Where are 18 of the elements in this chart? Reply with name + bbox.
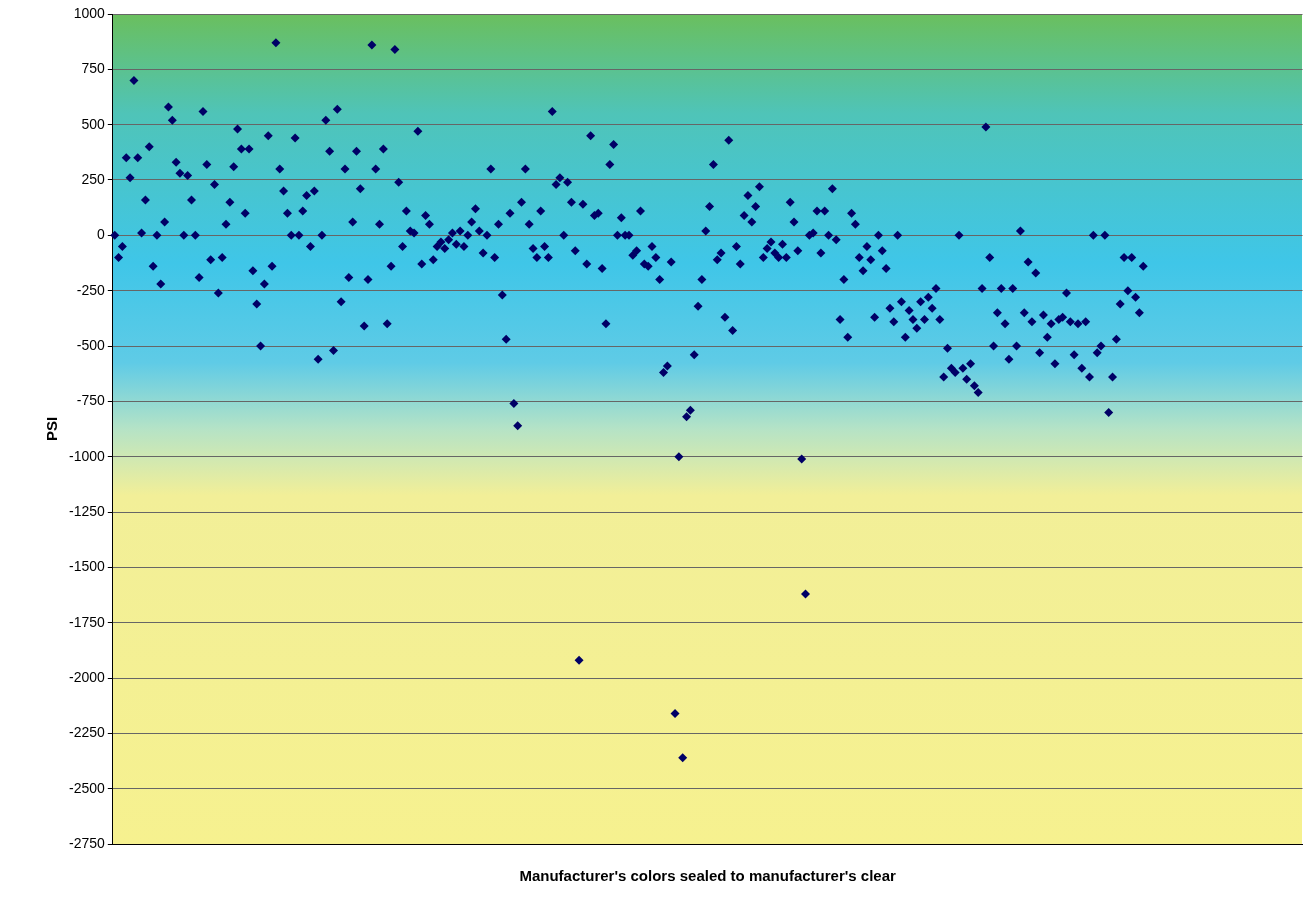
y-tick-label: -250 bbox=[76, 281, 106, 298]
y-tick-label: -500 bbox=[76, 336, 106, 353]
y-tick-label: 750 bbox=[81, 60, 106, 77]
y-tick-label: -2750 bbox=[68, 834, 106, 851]
y-tick-label: -2500 bbox=[68, 779, 106, 796]
y-tick-label: 1000 bbox=[73, 4, 106, 21]
y-axis-title: PSI bbox=[43, 416, 61, 442]
y-tick-label: -1000 bbox=[68, 447, 106, 464]
y-tick-label: -1750 bbox=[68, 613, 106, 630]
x-axis-title: Manufacturer's colors sealed to manufacturer's clear bbox=[519, 867, 897, 885]
y-tick-label: -1500 bbox=[68, 558, 106, 575]
y-tick-label: -2000 bbox=[68, 668, 106, 685]
y-tick-label: 500 bbox=[81, 115, 106, 132]
y-tick-label: 250 bbox=[81, 170, 106, 187]
y-tick-label: -1250 bbox=[68, 502, 106, 519]
y-tick-label: 0 bbox=[97, 226, 106, 243]
y-tick-label: -750 bbox=[76, 392, 106, 409]
y-tick-label: -2250 bbox=[68, 724, 106, 741]
